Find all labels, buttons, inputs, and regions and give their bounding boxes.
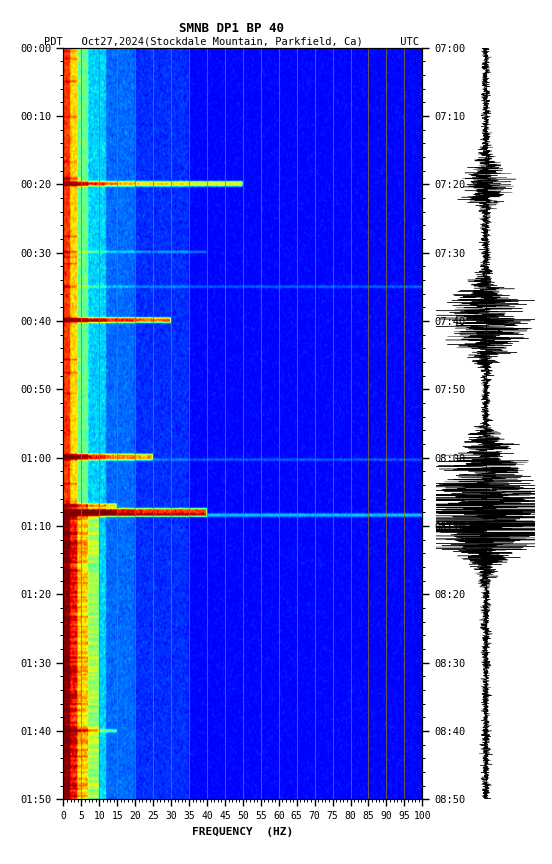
Text: SMNB DP1 BP 40: SMNB DP1 BP 40 — [179, 22, 284, 35]
Text: PDT   Oct27,2024(Stockdale Mountain, Parkfield, Ca)      UTC: PDT Oct27,2024(Stockdale Mountain, Parkf… — [44, 36, 420, 47]
X-axis label: FREQUENCY  (HZ): FREQUENCY (HZ) — [192, 827, 294, 836]
